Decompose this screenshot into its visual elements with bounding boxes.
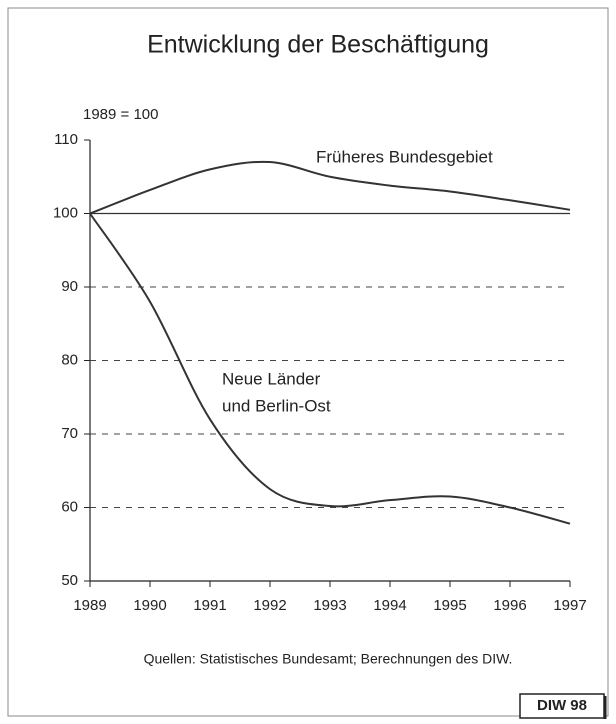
x-tick-label: 1995	[433, 597, 466, 614]
series-label: Früheres Bundesgebiet	[316, 147, 493, 166]
badge: DIW 98	[537, 697, 587, 714]
x-tick-label: 1994	[373, 597, 406, 614]
y-tick-label: 100	[53, 204, 78, 221]
x-tick-label: 1996	[493, 597, 526, 614]
y-tick-label: 110	[54, 131, 78, 148]
x-tick-label: 1991	[193, 597, 226, 614]
series-label: Neue Länder	[222, 369, 321, 388]
badge-box	[519, 693, 605, 719]
line	[89, 160, 571, 215]
y-tick-label: 60	[61, 498, 78, 515]
y-tick-label: 50	[61, 572, 78, 589]
subtitle: 1989 = 100	[83, 106, 159, 123]
x-tick-label: 1993	[313, 597, 346, 614]
y-tick-label: 70	[61, 425, 78, 442]
frame	[7, 7, 609, 717]
y-tick-label: 90	[61, 278, 78, 295]
x-tick-label: 1992	[253, 597, 286, 614]
line	[89, 212, 571, 525]
x-tick-label: 1997	[553, 597, 586, 614]
x-tick-label: 1989	[73, 597, 106, 614]
y-tick-label: 80	[61, 351, 78, 368]
chart-title: Entwicklung der Beschäftigung	[147, 31, 489, 59]
x-tick-label: 1990	[133, 597, 166, 614]
source: Quellen: Statistisches Bundesamt; Berech…	[144, 651, 513, 667]
series-label: und Berlin-Ost	[222, 396, 331, 415]
